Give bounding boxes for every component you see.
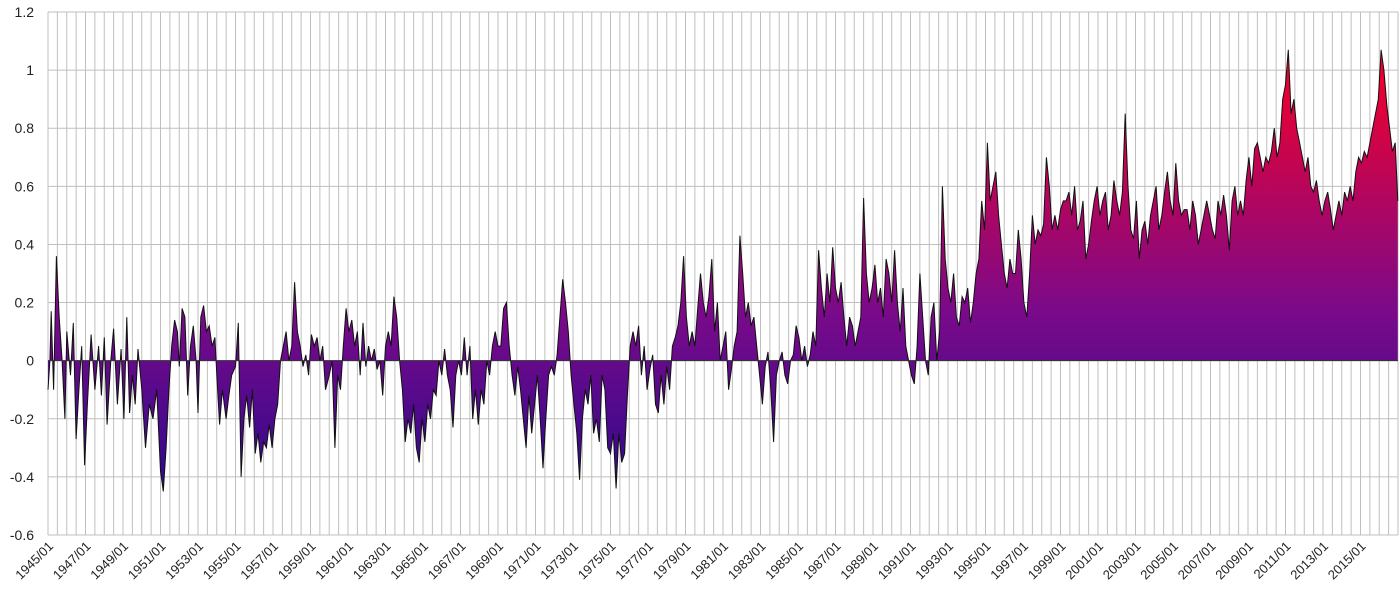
y-tick-label: 0 <box>26 353 34 369</box>
y-tick-label: 1.2 <box>15 4 35 20</box>
x-tick-label: 1999/01 <box>1025 539 1069 583</box>
y-tick-label: -0.6 <box>10 527 34 543</box>
x-tick-label: 1991/01 <box>875 539 919 583</box>
y-tick-label: 1 <box>26 62 34 78</box>
x-tick-label: 1965/01 <box>387 539 431 583</box>
x-tick-label: 1951/01 <box>125 539 169 583</box>
y-tick-label: 0.4 <box>15 236 35 252</box>
y-axis-tick-labels: -0.6 -0.4 -0.2 0 0.2 0.4 0.6 0.8 1 1.2 <box>10 4 34 543</box>
x-tick-label: 1955/01 <box>200 539 244 583</box>
x-tick-label: 1963/01 <box>350 539 394 583</box>
x-tick-label: 2007/01 <box>1175 539 1219 583</box>
x-tick-label: 1947/01 <box>50 539 94 583</box>
x-tick-label: 1977/01 <box>612 539 656 583</box>
x-tick-label: 1969/01 <box>462 539 506 583</box>
x-tick-label: 1967/01 <box>425 539 469 583</box>
x-tick-label: 2003/01 <box>1100 539 1144 583</box>
x-tick-label: 1989/01 <box>837 539 881 583</box>
x-axis-tick-labels: 1945/011947/011949/011951/011953/011955/… <box>12 539 1368 583</box>
y-tick-label: -0.2 <box>10 411 34 427</box>
x-tick-label: 1973/01 <box>537 539 581 583</box>
x-tick-label: 1993/01 <box>912 539 956 583</box>
x-tick-label: 1983/01 <box>725 539 769 583</box>
y-tick-label: 0.8 <box>15 120 35 136</box>
x-tick-label: 2005/01 <box>1137 539 1181 583</box>
x-tick-label: 2009/01 <box>1212 539 1256 583</box>
x-tick-label: 1949/01 <box>87 539 131 583</box>
x-tick-label: 1997/01 <box>987 539 1031 583</box>
x-tick-label: 1995/01 <box>950 539 994 583</box>
x-tick-label: 1987/01 <box>800 539 844 583</box>
x-tick-label: 1961/01 <box>312 539 356 583</box>
x-tick-label: 1953/01 <box>162 539 206 583</box>
x-tick-label: 1971/01 <box>500 539 544 583</box>
x-tick-label: 1981/01 <box>687 539 731 583</box>
x-tick-label: 2011/01 <box>1250 539 1293 582</box>
y-tick-label: -0.4 <box>10 469 34 485</box>
x-tick-label: 1985/01 <box>762 539 806 583</box>
series-area <box>48 49 1398 492</box>
x-tick-label: 1979/01 <box>650 539 694 583</box>
x-tick-label: 2013/01 <box>1287 539 1331 583</box>
x-tick-label: 2015/01 <box>1325 539 1369 583</box>
y-tick-label: 0.2 <box>15 295 35 311</box>
x-tick-label: 1957/01 <box>237 539 281 583</box>
x-tick-label: 1945/01 <box>12 539 56 583</box>
y-tick-label: 0.6 <box>15 178 35 194</box>
x-tick-label: 1959/01 <box>275 539 319 583</box>
x-tick-label: 1975/01 <box>575 539 619 583</box>
x-tick-label: 2001/01 <box>1062 539 1106 583</box>
